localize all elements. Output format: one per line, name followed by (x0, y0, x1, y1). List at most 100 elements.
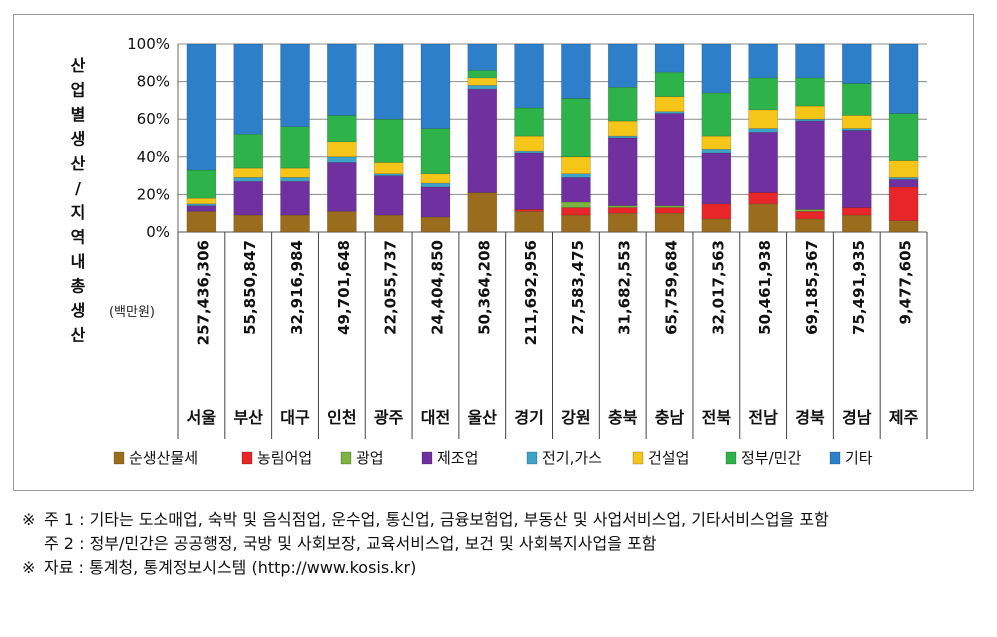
total-label: 32,017,563 (709, 240, 727, 335)
category-label: 경남 (842, 408, 872, 427)
category-label: 경기 (514, 408, 543, 427)
category-label: 울산 (468, 408, 498, 427)
bar-segment (514, 43, 544, 109)
note-2-mark (22, 532, 44, 556)
total-label: 9,477,605 (897, 240, 915, 324)
bar-segment (373, 214, 404, 233)
bar-segment (233, 214, 264, 233)
bar-segment (467, 70, 498, 79)
y-tick-label: 80% (137, 73, 170, 91)
category-label: 대전 (421, 408, 450, 427)
bar-segment (701, 92, 732, 137)
bar-segment (233, 133, 264, 169)
bar-segment (327, 156, 357, 163)
note-2-text: 정부/민간은 공공행정, 국방 및 사회보장, 교육서비스업, 보건 및 사회복… (89, 534, 657, 553)
bar-segment (233, 43, 264, 135)
bar-segment (327, 115, 357, 143)
bar-segment (654, 43, 685, 73)
bar-segment (841, 214, 872, 233)
category-label: 부산 (233, 408, 263, 427)
bar-segment (654, 212, 685, 233)
unit-label: (백만원) (109, 305, 155, 320)
legend-label: 제조업 (437, 449, 478, 467)
bar-segment (420, 43, 451, 129)
legend-swatch (526, 451, 538, 465)
total-label: 49,701,648 (335, 240, 353, 335)
bar-segment (888, 160, 919, 178)
category-label: 서울 (187, 408, 217, 427)
bar-segment (561, 201, 591, 208)
bar-segment (654, 71, 685, 97)
bar-segment (420, 216, 451, 233)
total-label: 31,682,553 (616, 240, 634, 335)
bar-segment (280, 180, 310, 216)
total-label: 24,404,850 (428, 240, 446, 335)
bar-segment (795, 120, 825, 210)
chart-frame: 산 업 별 생 산 / 지 역 내 총 생 산 (백만원) 0% 20% 40% 60% 80% 100% 257,4… (13, 14, 974, 491)
bar-segment (467, 85, 498, 90)
bar-segment (888, 43, 919, 114)
legend-label: 전기,가스 (542, 449, 602, 467)
bar-segment (514, 107, 544, 137)
y-tick-label: 0% (146, 223, 170, 241)
y-axis-label-char: 업 (71, 81, 86, 100)
bar-segment (280, 177, 310, 182)
bar-segment (186, 169, 217, 199)
total-label: 75,491,935 (850, 240, 868, 335)
bar-segment (280, 43, 310, 128)
category-label: 강원 (561, 408, 590, 427)
bar-segment (607, 207, 638, 214)
bar-segment (467, 43, 498, 71)
bar-segment (280, 167, 310, 178)
bar-segment (467, 192, 498, 233)
note-1: ※ 주 1 : 기타는 도소매업, 숙박 및 음식점업, 운수업, 통신업, 금… (22, 508, 982, 532)
source-mark: ※ (22, 558, 36, 577)
bar-segment (701, 148, 732, 154)
bar-segment (233, 177, 264, 182)
total-label: 50,364,208 (475, 240, 493, 335)
category-label: 광주 (374, 408, 404, 427)
y-axis-label-char: 내 (71, 252, 86, 271)
total-label: 55,850,847 (241, 240, 259, 335)
y-axis-label-char: 역 (71, 228, 86, 247)
bar-segment (561, 214, 591, 233)
bar-segment (795, 43, 825, 79)
bar-segment (748, 43, 778, 79)
bar-segment (607, 120, 638, 137)
note-1-mark: ※ (22, 510, 36, 529)
bar-segment (654, 96, 685, 112)
legend-label: 순생산물세 (129, 449, 198, 467)
legend-swatch (340, 451, 352, 465)
bar-segment (795, 218, 825, 233)
bar-segment (888, 186, 919, 222)
bar-segment (420, 173, 451, 184)
note-1-text: 기타는 도소매업, 숙박 및 음식점업, 운수업, 통신업, 금융보험업, 부동… (89, 510, 829, 529)
bar-segment (280, 214, 310, 233)
total-label: 65,759,684 (663, 240, 681, 335)
category-label: 전북 (702, 408, 732, 427)
legend-swatch (241, 451, 253, 465)
notes: ※ 주 1 : 기타는 도소매업, 숙박 및 음식점업, 운수업, 통신업, 금… (22, 508, 982, 580)
bar-segment (373, 162, 404, 175)
bar-segment (514, 211, 544, 233)
bar-segment (841, 43, 872, 84)
bar-segment (888, 179, 919, 188)
total-label: 211,692,956 (522, 240, 540, 345)
bar-segment (607, 137, 638, 206)
bar-segment (748, 109, 778, 129)
source-label: 자료 : (44, 558, 90, 577)
bar-segment (654, 113, 685, 206)
bar-segment (514, 152, 544, 210)
category-label: 제주 (889, 408, 919, 427)
bar-segment (467, 77, 498, 86)
bar-segment (748, 192, 778, 205)
bar-segment (186, 211, 217, 233)
bar-segment (795, 77, 825, 107)
bar-segment (701, 43, 732, 94)
legend-swatch (632, 451, 644, 465)
bar-segment (420, 128, 451, 175)
bar-segment (841, 115, 872, 129)
category-label: 충남 (655, 408, 685, 427)
bar-segment (748, 77, 778, 111)
y-axis-label-char: 산 (71, 56, 86, 75)
